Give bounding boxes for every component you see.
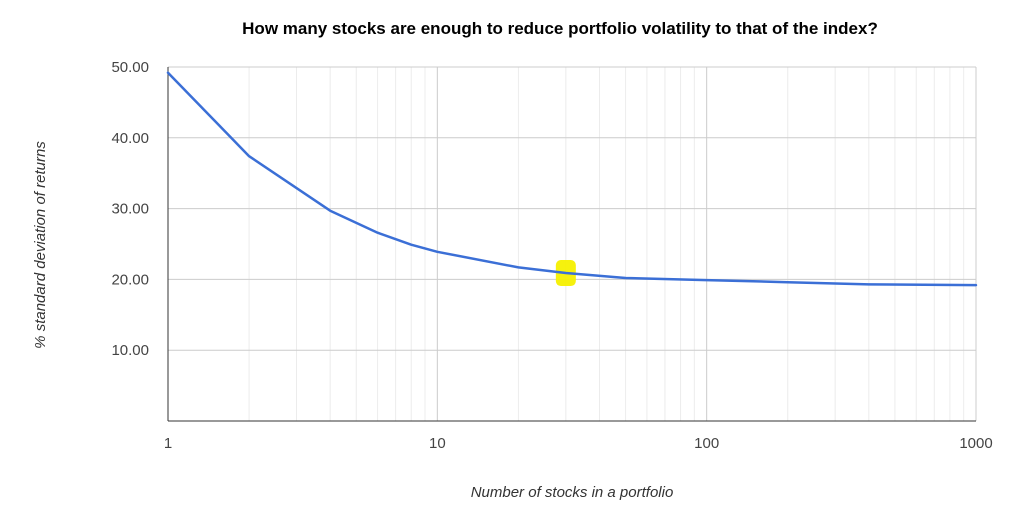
minor-gridlines — [248, 67, 965, 421]
series-line — [166, 71, 978, 287]
y-tick-label: 10.00 — [111, 342, 149, 359]
major-gridlines — [167, 66, 977, 421]
chart-title: How many stocks are enough to reduce por… — [242, 19, 878, 38]
y-axis-label: % standard deviation of returns — [32, 141, 49, 349]
x-axis-label: Number of stocks in a portfolio — [471, 484, 674, 501]
axes — [167, 67, 976, 422]
y-tick-label: 20.00 — [111, 271, 149, 288]
y-tick-label: 30.00 — [111, 201, 149, 218]
tick-labels: 1 10 100 1000 10.00 20.00 30.00 40.00 50.00 — [111, 59, 992, 452]
x-tick-label: 100 — [694, 435, 719, 452]
series-group — [166, 71, 978, 287]
x-tick-label: 1000 — [959, 435, 992, 452]
y-tick-label: 50.00 — [111, 59, 149, 76]
x-tick-label: 10 — [429, 435, 446, 452]
y-tick-label: 40.00 — [111, 130, 149, 147]
x-tick-label: 1 — [164, 435, 172, 452]
